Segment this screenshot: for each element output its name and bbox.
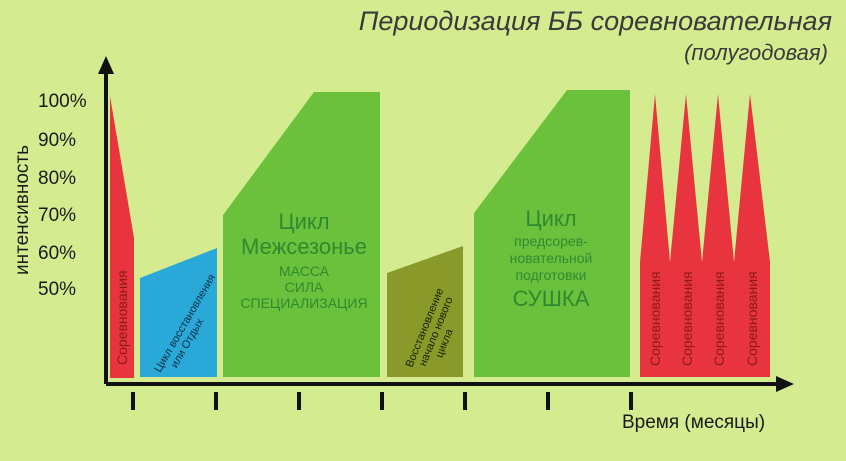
competition-label: Соревнования — [744, 271, 760, 366]
chart-title: Периодизация ББ соревновательная — [358, 6, 832, 36]
competition-label: Соревнования — [679, 271, 695, 366]
axes — [98, 56, 794, 410]
x-axis-arrow — [776, 376, 794, 392]
y-axis-arrow — [98, 56, 114, 74]
offseason-line4: СИЛА — [285, 279, 324, 295]
offseason-line1: Цикл — [278, 209, 329, 234]
chart-subtitle: (полугодовая) — [684, 40, 828, 65]
offseason-line5: СПЕЦИАЛИЗАЦИЯ — [240, 295, 367, 311]
competition-label: Соревнования — [647, 271, 663, 366]
x-ticks — [131, 392, 633, 410]
precomp-line3: новательной — [510, 250, 593, 266]
y-tick-label: 90% — [38, 130, 77, 151]
competition-label: Соревнования — [114, 270, 130, 365]
y-tick-label: 80% — [38, 168, 77, 189]
competition-spike — [640, 94, 670, 377]
offseason-line2: Межсезонье — [241, 234, 367, 259]
y-tick-label: 60% — [38, 243, 77, 264]
competition-label: Соревнования — [711, 271, 727, 366]
precomp-line1: Цикл — [525, 206, 576, 231]
rest-cycle-block: Цикл восстановления или Отдых — [140, 248, 218, 377]
offseason-line3: МАССА — [279, 263, 330, 279]
precomp-line5: СУШКА — [513, 286, 590, 311]
precomp-cycle-block: Цикл предсорев- новательной подготовки С… — [474, 90, 630, 377]
x-axis-label: Время (месяцы) — [622, 412, 766, 433]
competition-block-final: Соревнования Соревнования Соревнования С… — [640, 94, 770, 377]
transition-cycle-block: Восстановление начало нового цикла — [387, 246, 463, 377]
y-tick-label: 50% — [38, 279, 77, 300]
precomp-line4: подготовки — [516, 267, 587, 283]
competition-spike — [734, 94, 770, 377]
competition-block-first: Соревнования — [110, 96, 134, 378]
offseason-cycle-block: Цикл Межсезонье МАССА СИЛА СПЕЦИАЛИЗАЦИЯ — [223, 92, 380, 377]
y-tick-label: 100% — [38, 91, 87, 112]
competition-spike — [702, 94, 734, 377]
competition-spike — [670, 94, 702, 377]
precomp-line2: предсорев- — [514, 233, 588, 249]
y-tick-label: 70% — [38, 205, 77, 226]
